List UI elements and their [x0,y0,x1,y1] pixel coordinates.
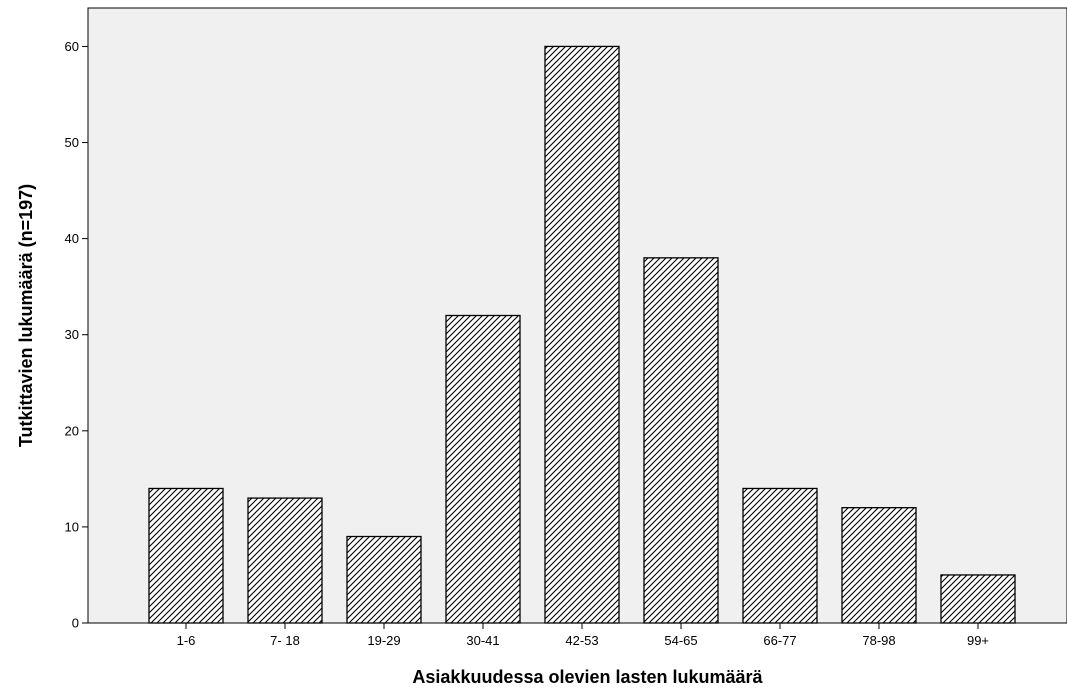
bar-42-53 [544,45,620,624]
x-tick-label: 66-77 [763,633,796,648]
y-axis-title: Tutkittavien lukumäärä (n=197) [16,184,36,447]
y-axis: 0 10 20 30 40 50 60 [65,39,88,631]
bar-30-41 [445,314,521,624]
y-tick-label: 30 [65,327,79,342]
y-tick-label: 0 [72,616,79,631]
bar-99+ [940,574,1016,624]
x-tick-label: 30-41 [466,633,499,648]
x-tick-label: 7- 18 [270,633,300,648]
x-tick-label: 54-65 [664,633,697,648]
bar-7-18 [247,497,323,624]
x-tick-label: 19-29 [367,633,400,648]
bar-54-65 [643,257,719,624]
bar-1-6 [148,487,224,624]
y-tick-label: 10 [65,519,79,534]
x-tick-label: 78-98 [862,633,895,648]
x-tick-label: 42-53 [565,633,598,648]
x-axis-title: Asiakkuudessa olevien lasten lukumäärä [412,667,763,687]
y-tick-label: 20 [65,423,79,438]
x-tick-label: 99+ [967,633,989,648]
y-tick-label: 50 [65,135,79,150]
bar-66-77 [742,487,818,624]
bars-group [148,45,1016,624]
bar-19-29 [346,535,422,624]
x-tick-label: 1-6 [177,633,196,648]
x-axis: 1-6 7- 18 19-29 30-41 42-53 54-65 66-77 78-98 99… [177,623,989,648]
y-tick-label: 60 [65,39,79,54]
y-tick-label: 40 [65,231,79,246]
bar-78-98 [841,507,917,624]
